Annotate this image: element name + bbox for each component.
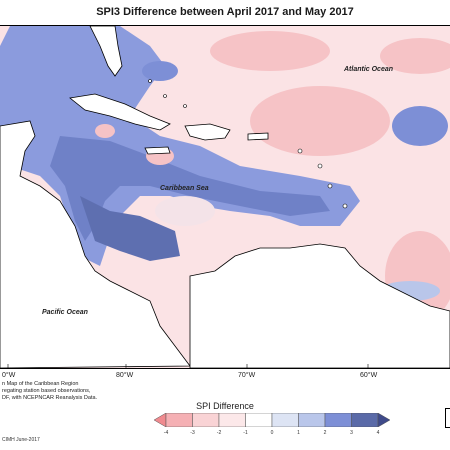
blue-anomaly-core — [50, 136, 330, 241]
lon-label-80w: 80°W — [116, 372, 134, 379]
blue-spot-atlantic — [392, 106, 448, 146]
legend-tick-label: -3 — [190, 430, 195, 436]
pink-anomaly-north — [210, 31, 330, 71]
legend-tick-label: -1 — [243, 430, 248, 436]
island-antilles-1 — [297, 148, 303, 154]
land-south-america — [189, 243, 450, 368]
pink-anomaly-atlantic — [250, 86, 390, 156]
land-jamaica — [144, 146, 171, 155]
legend-colorbar — [154, 413, 390, 427]
island-antilles-4 — [342, 203, 348, 209]
legend-title: SPI Difference — [196, 401, 254, 411]
legend-tick-label: 4 — [376, 430, 380, 436]
land-central-america — [0, 120, 191, 368]
legend-tick-label: 1 — [297, 430, 300, 436]
credit-line-3: DF, with NCEPNCAR Reanalysis Data. — [2, 395, 98, 401]
land-puerto-rico — [247, 132, 269, 141]
legend-swatch — [192, 413, 220, 427]
blue-anomaly-west — [80, 196, 180, 261]
label-caribbean-sea: Caribbean Sea — [160, 185, 209, 192]
legend-tick-label: -2 — [216, 430, 222, 436]
lon-label-0: 0°W — [2, 372, 16, 379]
land-florida — [89, 26, 123, 77]
credit-text: n Map of the Caribbean Region regating s… — [2, 381, 117, 402]
lon-label-60w: 60°W — [360, 372, 378, 379]
island-bahamas-2 — [163, 94, 167, 98]
corner-frame — [445, 408, 450, 428]
island-antilles-2 — [317, 163, 323, 169]
island-bahamas-3 — [183, 104, 187, 108]
label-pacific-ocean: Pacific Ocean — [42, 309, 88, 316]
legend-swatch — [324, 413, 352, 427]
map-title: SPI3 Difference between April 2017 and M… — [96, 6, 354, 18]
lon-label-70w: 70°W — [238, 372, 256, 379]
neutral-zone-caribbean — [155, 196, 215, 226]
legend-swatch — [165, 413, 193, 427]
land-hispaniola — [184, 123, 231, 141]
blue-spot-atlantic-2 — [142, 61, 178, 81]
credit-line-2: regating station based observations, — [2, 388, 91, 394]
cimh-credit: CIMH June-2017 — [2, 437, 40, 443]
label-atlantic-ocean: Atlantic Ocean — [343, 66, 393, 73]
credit-line-1: n Map of the Caribbean Region — [2, 381, 79, 387]
spi-map: Atlantic Ocean Caribbean Sea Pacific Oce… — [0, 25, 450, 369]
legend-tick-label: 3 — [350, 430, 353, 436]
legend-tick-label: 0 — [270, 430, 274, 436]
legend-swatch — [298, 413, 326, 427]
neutral-zone-bahamas — [95, 124, 115, 138]
legend-tick-label: -4 — [163, 430, 169, 436]
legend-swatch — [218, 413, 246, 427]
legend-arrow-low — [154, 413, 167, 427]
island-bahamas-1 — [148, 79, 152, 83]
legend-swatch — [351, 413, 379, 427]
legend-swatch — [271, 413, 299, 427]
island-antilles-3 — [327, 183, 333, 189]
legend-arrow-high — [377, 413, 390, 427]
land-cuba — [69, 93, 171, 131]
legend-tick-label: 2 — [323, 430, 327, 436]
legend-swatch — [245, 413, 273, 427]
pink-anomaly-northeast — [380, 38, 450, 74]
